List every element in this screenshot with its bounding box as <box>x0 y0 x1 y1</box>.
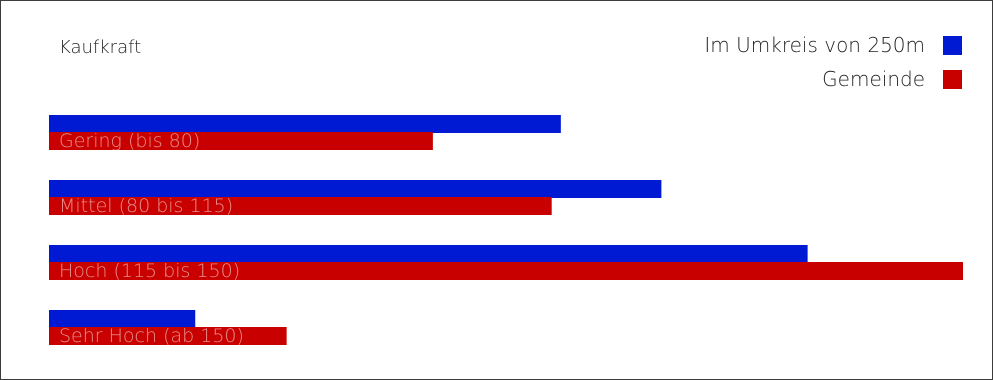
bar-im-umkreis-von-250m-sehr-hoch-ab-150 <box>49 310 196 328</box>
category-label-hoch-115-bis-150: Hoch (115 bis 150) <box>59 260 240 282</box>
legend-swatch-umkreis <box>943 35 962 55</box>
bar-group-sehr-hoch-ab-150: Sehr Hoch (ab 150) <box>49 310 287 347</box>
category-label-gering-bis-80: Gering (bis 80) <box>59 130 200 152</box>
bar-gemeinde-sehr-hoch-ab-150 <box>49 327 287 345</box>
legend-item-umkreis: Im Umkreis von 250m <box>704 33 962 57</box>
bar-group-mittel-80-bis-115: Mittel (80 bis 115) <box>49 180 662 217</box>
legend-label-gemeinde: Gemeinde <box>822 67 925 91</box>
bar-im-umkreis-von-250m-mittel-80-bis-115 <box>49 180 662 198</box>
chart-title: Kaufkraft <box>59 37 142 58</box>
category-label-mittel-80-bis-115: Mittel (80 bis 115) <box>59 195 233 217</box>
bar-im-umkreis-von-250m-gering-bis-80 <box>49 115 561 133</box>
legend-label-umkreis: Im Umkreis von 250m <box>704 33 925 57</box>
bar-group-gering-bis-80: Gering (bis 80) <box>49 115 561 152</box>
category-label-sehr-hoch-ab-150: Sehr Hoch (ab 150) <box>59 325 244 347</box>
legend-item-gemeinde: Gemeinde <box>822 67 962 91</box>
bar-gemeinde-hoch-115-bis-150 <box>49 262 963 280</box>
bar-gemeinde-gering-bis-80 <box>49 132 433 150</box>
bar-im-umkreis-von-250m-hoch-115-bis-150 <box>49 245 808 263</box>
bar-gemeinde-mittel-80-bis-115 <box>49 197 552 215</box>
bar-group-hoch-115-bis-150: Hoch (115 bis 150) <box>49 245 963 282</box>
legend-swatch-gemeinde <box>943 69 962 89</box>
